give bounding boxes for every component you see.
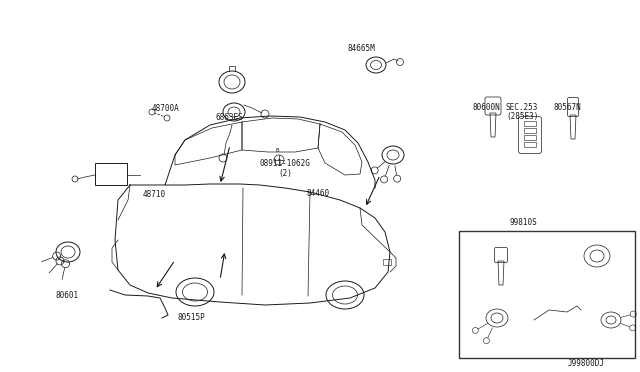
Text: SEC.253: SEC.253 bbox=[506, 103, 538, 112]
Bar bbox=[524, 135, 536, 140]
Text: 6863ES: 6863ES bbox=[215, 112, 243, 122]
Text: 80515P: 80515P bbox=[177, 314, 205, 323]
Bar bbox=[524, 128, 536, 133]
Text: 48700A: 48700A bbox=[152, 103, 180, 112]
Text: 80567N: 80567N bbox=[554, 103, 582, 112]
Bar bbox=[524, 121, 536, 126]
Text: 99810S: 99810S bbox=[510, 218, 538, 227]
Text: J99800DJ: J99800DJ bbox=[568, 359, 605, 368]
Text: 80600N: 80600N bbox=[473, 103, 500, 112]
Text: 48710: 48710 bbox=[143, 189, 166, 199]
Text: (285E3): (285E3) bbox=[506, 112, 538, 121]
Bar bbox=[95, 163, 127, 185]
Text: 84460: 84460 bbox=[307, 189, 330, 198]
Text: 80601: 80601 bbox=[55, 292, 78, 301]
Text: (2): (2) bbox=[278, 169, 292, 177]
Bar bbox=[524, 142, 536, 147]
Bar bbox=[383, 259, 391, 265]
Bar bbox=[459, 231, 635, 358]
Text: 08911-1062G: 08911-1062G bbox=[260, 158, 311, 167]
Text: 84665M: 84665M bbox=[348, 44, 376, 52]
Text: B: B bbox=[275, 148, 279, 153]
